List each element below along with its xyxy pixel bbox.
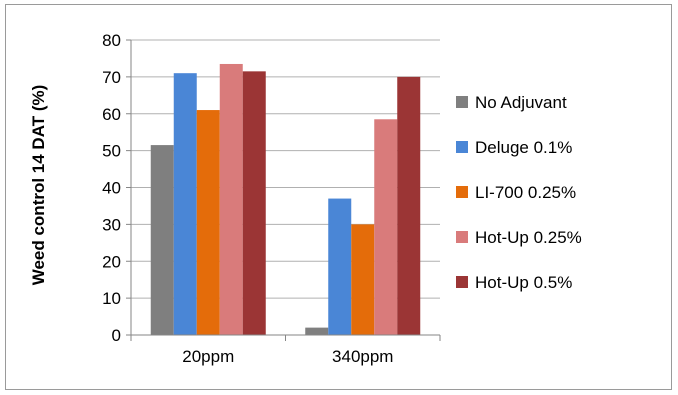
x-tick-labels: 20ppm 340ppm bbox=[182, 347, 393, 366]
y-tick-label: 30 bbox=[102, 215, 121, 234]
legend-label: Deluge 0.1% bbox=[475, 138, 572, 157]
y-axis-label: Weed control 14 DAT (%) bbox=[29, 85, 48, 286]
bar bbox=[219, 63, 243, 335]
x-tick-label: 20ppm bbox=[182, 347, 234, 366]
bar bbox=[196, 110, 220, 335]
legend-swatch bbox=[456, 96, 468, 108]
y-tick-label: 50 bbox=[102, 142, 121, 161]
y-tick-label: 60 bbox=[102, 105, 121, 124]
bar bbox=[328, 198, 352, 335]
y-tick-label: 80 bbox=[102, 31, 121, 50]
bar bbox=[173, 73, 197, 335]
y-tick-label: 0 bbox=[112, 326, 121, 345]
y-tick-label: 70 bbox=[102, 68, 121, 87]
legend-label: LI-700 0.25% bbox=[475, 183, 576, 202]
legend-label: No Adjuvant bbox=[475, 93, 567, 112]
bars bbox=[150, 63, 421, 335]
legend: No Adjuvant Deluge 0.1% LI-700 0.25% Hot-Up… bbox=[456, 93, 582, 292]
bar bbox=[150, 145, 174, 335]
bar bbox=[397, 76, 421, 335]
legend-swatch bbox=[456, 141, 468, 153]
bar bbox=[374, 119, 398, 335]
legend-label: Hot-Up 0.5% bbox=[475, 273, 572, 292]
bar bbox=[242, 71, 266, 335]
y-tick-label: 10 bbox=[102, 289, 121, 308]
y-tick-labels: 0 10 20 30 40 50 60 70 80 bbox=[102, 31, 121, 345]
bar bbox=[305, 327, 329, 335]
legend-label: Hot-Up 0.25% bbox=[475, 228, 582, 247]
y-tick-label: 40 bbox=[102, 179, 121, 198]
legend-swatch bbox=[456, 186, 468, 198]
bar bbox=[351, 224, 375, 335]
x-tick-label: 340ppm bbox=[332, 347, 393, 366]
y-tick-label: 20 bbox=[102, 252, 121, 271]
legend-swatch bbox=[456, 276, 468, 288]
legend-swatch bbox=[456, 231, 468, 243]
axes bbox=[126, 39, 441, 341]
